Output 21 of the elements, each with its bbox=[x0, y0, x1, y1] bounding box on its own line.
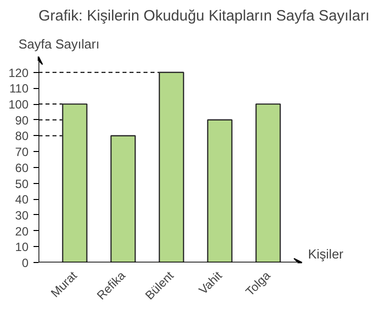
y-tick-label: 20 bbox=[15, 224, 29, 238]
bar bbox=[207, 119, 232, 262]
y-tick-label: 90 bbox=[15, 113, 29, 128]
y-tick-label: 100 bbox=[8, 98, 29, 112]
y-tick-label: 10 bbox=[15, 240, 29, 254]
y-tick-label: 70 bbox=[15, 145, 29, 160]
y-tick-label: 120 bbox=[8, 66, 29, 80]
y-tick-label: 50 bbox=[15, 176, 29, 191]
y-tick-label: 40 bbox=[15, 192, 29, 207]
y-tick-label: 30 bbox=[15, 208, 29, 222]
chart-title: Grafik: Kişilerin Okuduğu Kitapların Sayfa Sayıları bbox=[38, 8, 370, 24]
y-tick-label: 80 bbox=[15, 129, 29, 144]
bar bbox=[110, 135, 136, 262]
y-tick-label: 0 bbox=[22, 256, 29, 270]
bar bbox=[255, 103, 281, 262]
x-axis-title: Kişiler bbox=[308, 246, 344, 262]
bar bbox=[62, 103, 88, 262]
y-tick-label: 60 bbox=[15, 160, 29, 175]
y-tick-label: 110 bbox=[9, 82, 29, 96]
y-axis-title: Sayfa Sayıları bbox=[18, 36, 100, 52]
bar bbox=[158, 72, 184, 262]
